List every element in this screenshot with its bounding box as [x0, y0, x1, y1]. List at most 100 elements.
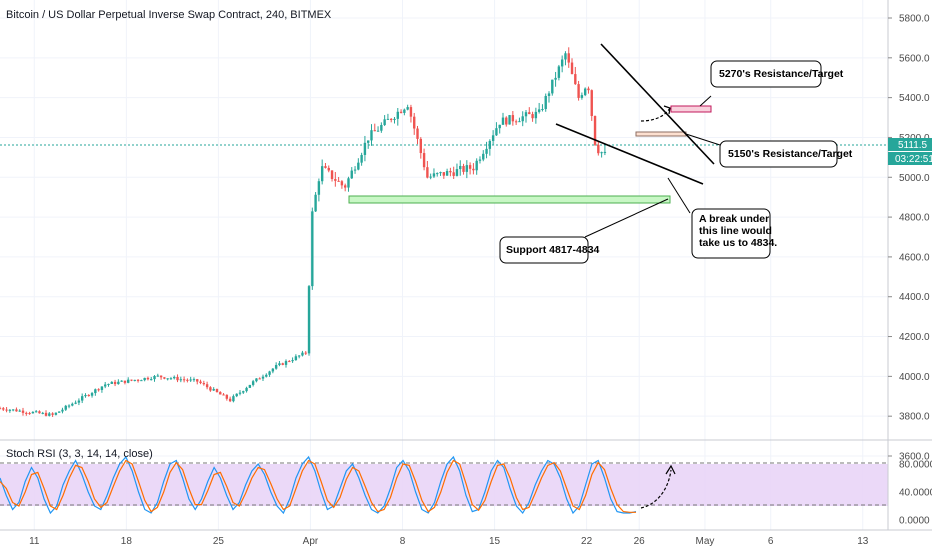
candle-body [386, 118, 390, 120]
candle-body [531, 114, 534, 119]
candle-body [268, 371, 271, 375]
callout-support[interactable]: Support 4817-4834 [499, 236, 600, 264]
lower-trendline[interactable] [555, 123, 704, 185]
candle-body [199, 381, 202, 384]
candle-body [393, 118, 396, 120]
candle-body [242, 391, 245, 393]
price-tick-label: 4000.0 [899, 372, 930, 383]
candle-body [146, 377, 150, 380]
callout-5270[interactable]: 5270's Resistance/Target [710, 60, 844, 88]
candle-body [31, 411, 35, 414]
candle-body [90, 393, 94, 396]
resistance-zone-upper[interactable] [670, 105, 712, 113]
candle-body [215, 389, 219, 393]
rsi-tick-label: 0.0000 [899, 516, 930, 527]
time-tick-label: 18 [121, 536, 133, 547]
candle-body [219, 392, 222, 395]
support-zone[interactable] [348, 195, 671, 204]
candle-body [416, 128, 419, 139]
candle-body [297, 355, 301, 357]
time-axis[interactable]: 11 18 25 Apr 8 15 22 26 May 6 13 [29, 536, 869, 547]
chart-title: Bitcoin / US Dollar Perpetual Inverse Sw… [6, 9, 332, 21]
candle-body [593, 115, 597, 145]
candle-body [34, 411, 38, 413]
candle-body [294, 356, 298, 361]
candle-body [317, 181, 321, 195]
rsi-projection-arrow-head [665, 464, 676, 475]
candle-body [482, 153, 485, 160]
target-arrow-head [663, 105, 671, 115]
grid [0, 0, 888, 530]
candle-body [169, 378, 173, 380]
upper-trendline[interactable] [600, 43, 715, 165]
candle-body [406, 107, 409, 110]
candle-body [51, 413, 54, 415]
rsi-tick-label: 40.0000 [899, 488, 932, 499]
callout-5150[interactable]: 5150's Resistance/Target [719, 140, 853, 168]
time-tick-label: 8 [400, 536, 406, 547]
callout-connector-5270 [699, 95, 712, 107]
price-tick-label: 5000.0 [899, 173, 930, 184]
callout-support-text: Support 4817-4834 [506, 244, 600, 256]
candle-body [189, 379, 192, 381]
candle-body [136, 379, 140, 381]
candle-body [156, 375, 159, 377]
candle-body [485, 148, 488, 154]
time-tick-label: Apr [303, 536, 319, 547]
price-tick-label: 4200.0 [899, 332, 930, 343]
time-tick-label: 25 [213, 536, 225, 547]
candle-body [518, 121, 521, 123]
candle-body [8, 409, 12, 411]
callout-break[interactable]: A break under this line would take us to 4… [691, 208, 777, 259]
candle-body [271, 368, 275, 372]
stoch-rsi-axis[interactable]: 80.0000 40.0000 0.0000 [899, 460, 932, 527]
candle-body [202, 383, 206, 385]
candle-body [498, 124, 501, 129]
resistance-zone-lower[interactable] [635, 131, 687, 137]
candle-body [166, 378, 169, 380]
target-arrow [640, 107, 671, 122]
candle-body [320, 166, 324, 182]
candle-body [225, 394, 229, 399]
candle-body [426, 167, 429, 178]
candle-body [182, 379, 186, 381]
candle-body [554, 77, 557, 80]
candle-body [117, 381, 120, 385]
candle-body [413, 116, 416, 129]
candle-body [600, 152, 603, 154]
rsi-tick-label: 80.0000 [899, 460, 932, 471]
callout-break-text: A break under this line would take us to 4… [699, 213, 777, 249]
candle-body [390, 118, 393, 120]
candle-body [580, 95, 584, 98]
time-tick-label: 13 [857, 536, 869, 547]
callout-connector-support [584, 198, 669, 238]
candle-body [248, 384, 252, 388]
candle-body [44, 412, 48, 416]
candle-body [445, 170, 449, 176]
candle-body [61, 409, 64, 412]
candle-body [399, 111, 403, 113]
time-tick-label: 6 [768, 536, 774, 547]
candle-body [340, 181, 344, 186]
candle-body [304, 352, 307, 354]
candle-body [511, 115, 515, 122]
candle-body [301, 352, 304, 356]
candle-body [314, 194, 317, 212]
candle-body [557, 66, 561, 78]
candle-body [370, 130, 373, 141]
candle-body [205, 384, 209, 388]
candle-body [2, 408, 5, 410]
candle-body [71, 403, 74, 406]
price-tick-label: 5800.0 [899, 14, 930, 25]
candle-body [80, 396, 84, 401]
candle-body [475, 160, 478, 171]
candle-body [261, 376, 265, 379]
candle-body [564, 53, 567, 60]
candle-body [94, 389, 97, 394]
candle-body [383, 119, 386, 126]
candle-body [107, 383, 110, 385]
candle-body [232, 396, 235, 402]
candle-body [439, 172, 442, 174]
